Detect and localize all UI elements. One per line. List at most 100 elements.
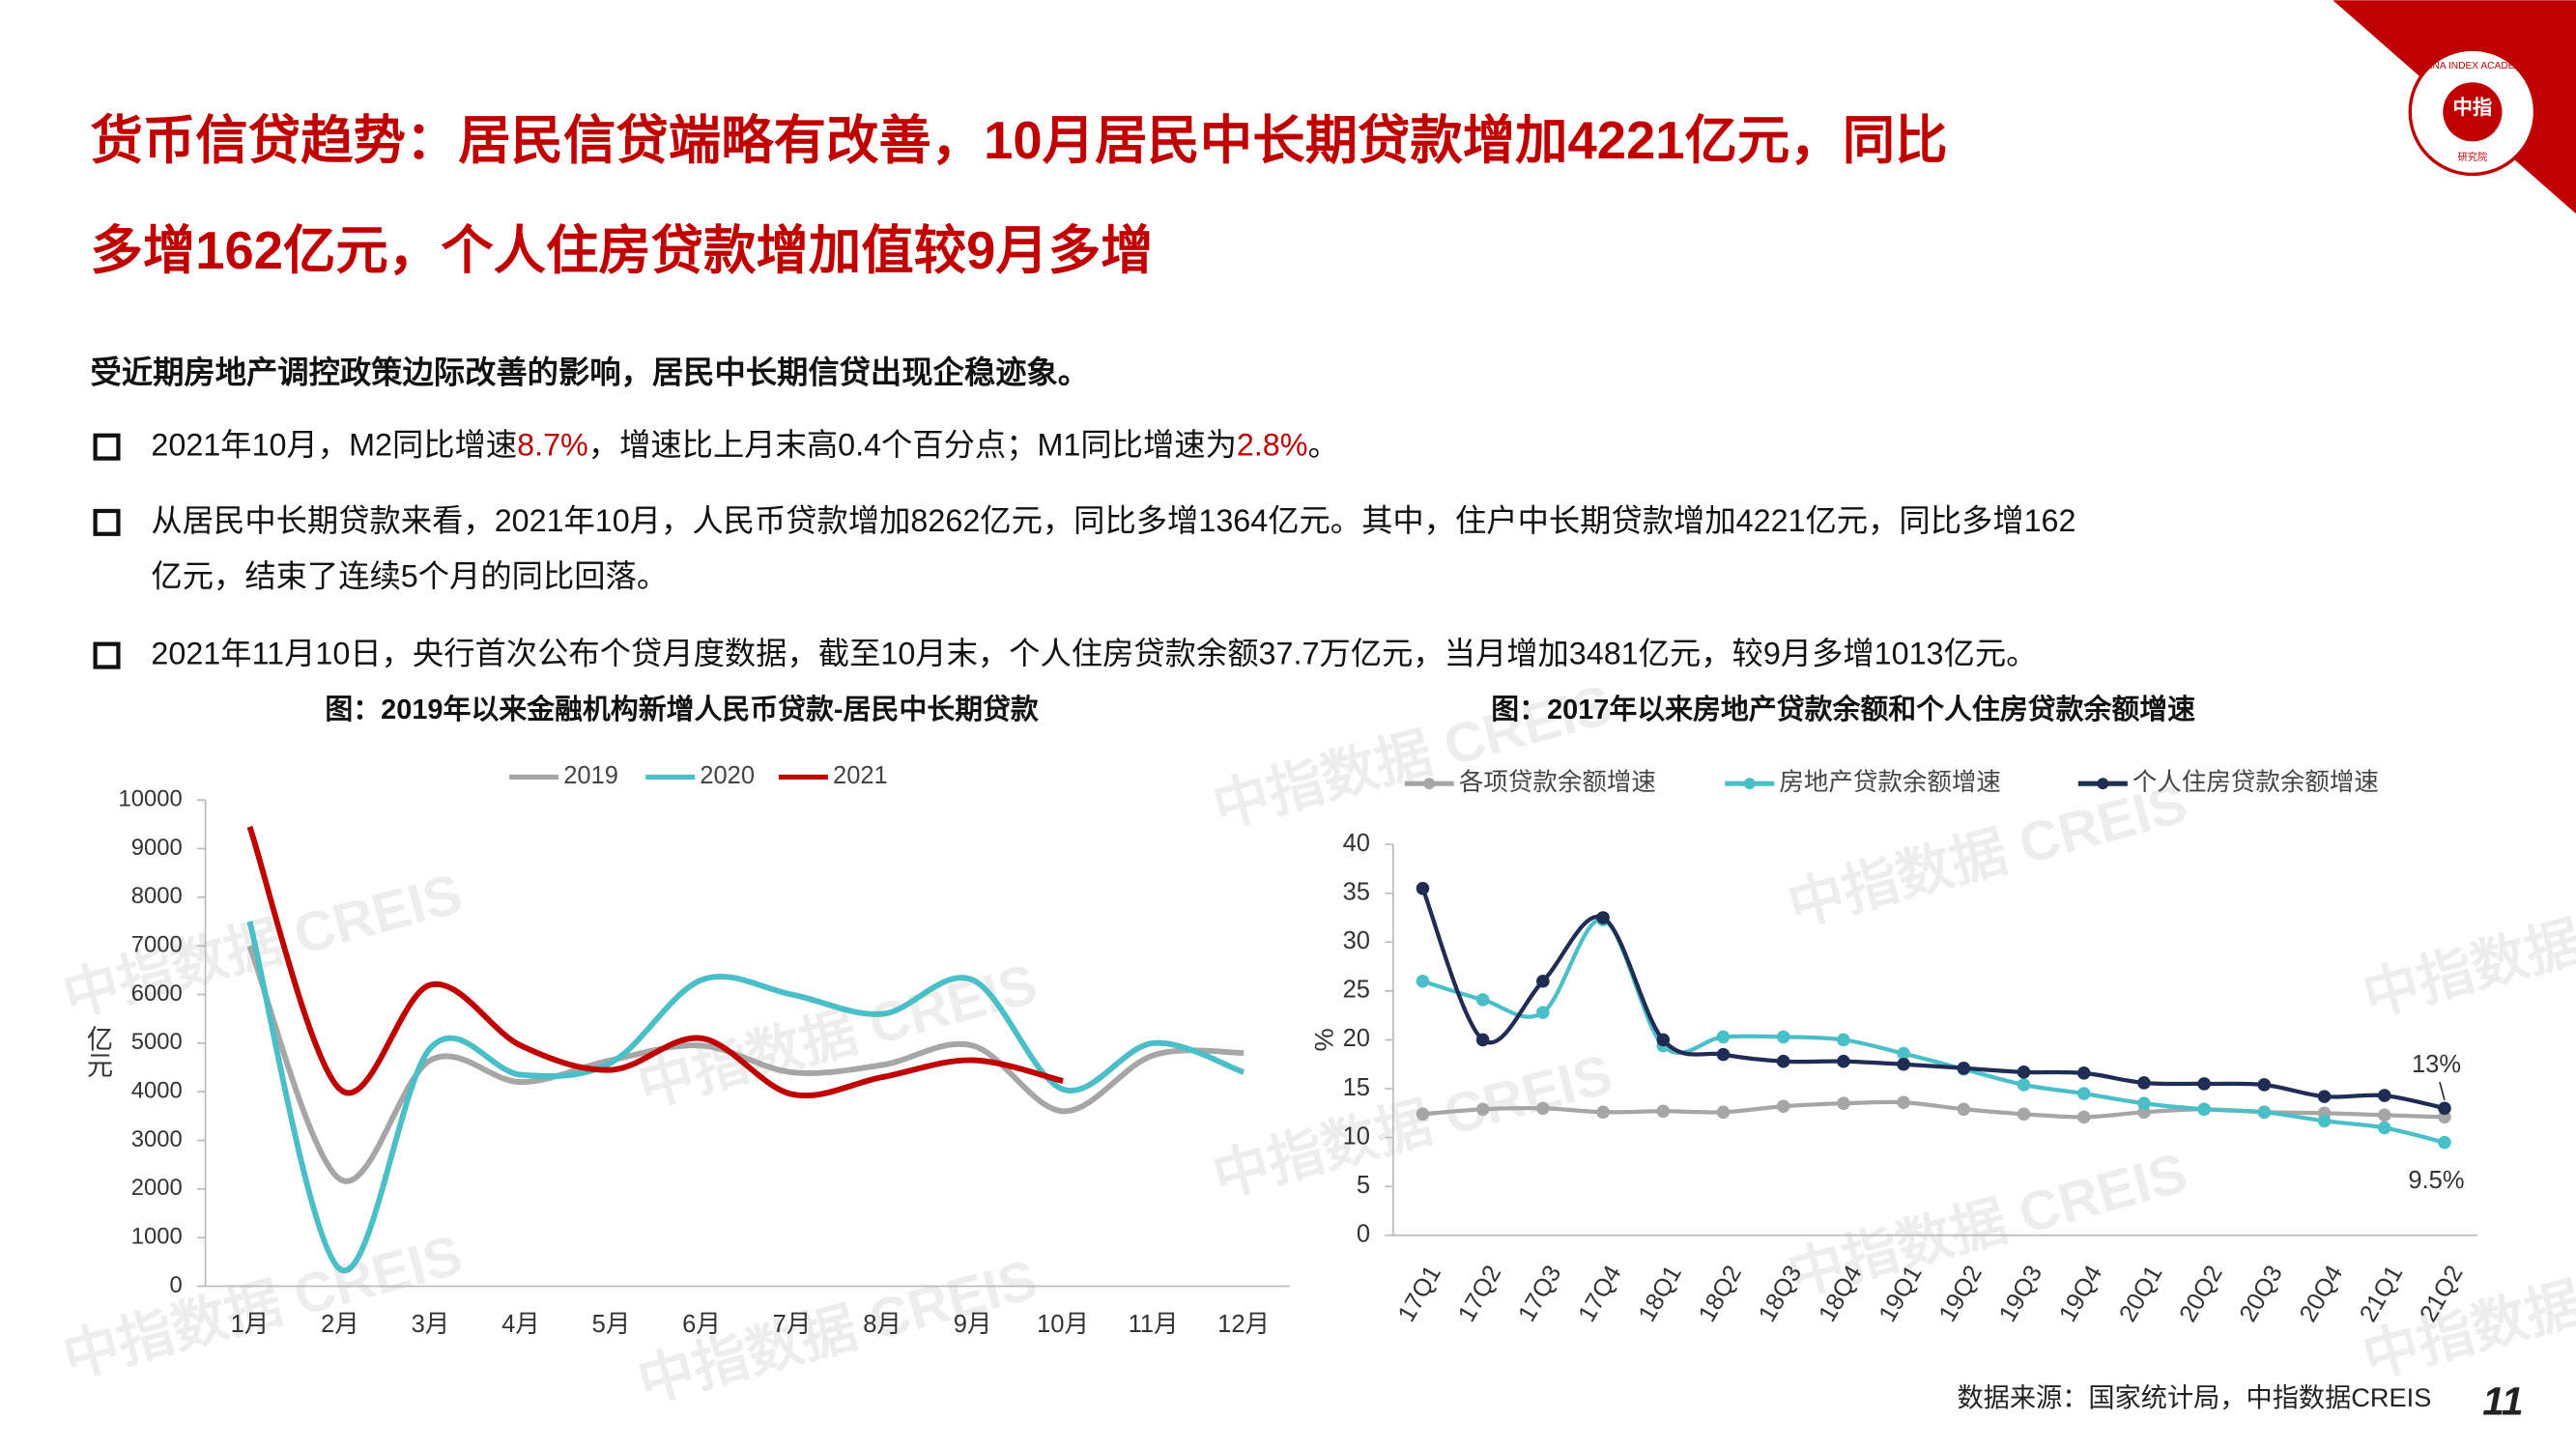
point: [2438, 1135, 2451, 1150]
logo-ring: CHINA INDEX ACADEMY: [2416, 61, 2530, 71]
x-tick-label: 21Q1: [2355, 1261, 2408, 1326]
series-line: [246, 945, 1245, 1184]
legend-marker: [1743, 778, 1756, 790]
point: [1536, 974, 1550, 988]
text-run: 8.7%: [517, 427, 588, 462]
point: [1837, 1033, 1850, 1047]
text-run: 2.8%: [1237, 427, 1308, 462]
point: [1596, 1105, 1610, 1120]
point: [2076, 1110, 2091, 1124]
y-tick-label: 3000: [131, 1126, 183, 1152]
x-tick-label: 2月: [321, 1311, 359, 1338]
point: [2017, 1065, 2031, 1079]
x-tick-label: 9月: [954, 1311, 992, 1338]
text-run: 从居民中长期贷款来看，2021年10月，人民币贷款增加8262亿元，同比多增13…: [151, 502, 2075, 537]
legend-marker: [2097, 778, 2109, 790]
x-tick-label: 8月: [863, 1311, 902, 1338]
x-tick-label: 7月: [773, 1311, 812, 1338]
point: [1656, 1033, 1671, 1047]
y-tick-label: 15: [1343, 1074, 1370, 1101]
y-tick-label: 35: [1343, 878, 1370, 905]
bullet-box: [93, 433, 121, 461]
point: [1416, 881, 1430, 895]
point: [1897, 1057, 1910, 1071]
point: [1776, 1054, 1790, 1068]
bullet-box: [93, 508, 121, 536]
legend-label: 个人住房贷款余额增速: [2132, 769, 2379, 796]
x-tick-label: 19Q3: [1994, 1261, 2047, 1326]
point: [1897, 1095, 1910, 1109]
text-run: 亿元，结束了连续5个月的同比回落。: [151, 558, 668, 593]
point: [2017, 1078, 2031, 1092]
x-tick-label: 18Q2: [1694, 1261, 1747, 1326]
y-tick-label: 10: [1343, 1122, 1370, 1150]
bullet-text: 2021年10月，M2同比增速8.7%，增速比上月末高0.4个百分点；M1同比增…: [151, 427, 1338, 462]
x-tick-label: 6月: [682, 1311, 721, 1338]
point: [1536, 1101, 1550, 1116]
point: [2377, 1121, 2391, 1135]
point: [1416, 974, 1430, 988]
data-label: 13%: [2412, 1051, 2461, 1078]
point: [1716, 1030, 1731, 1044]
text-run: 2021年11月10日，央行首次公布个贷月度数据，截至10月末，个人住房贷款余额…: [151, 636, 2037, 670]
x-tick-label: 1月: [231, 1311, 270, 1338]
point: [1475, 1102, 1490, 1117]
x-tick-label: 17Q3: [1513, 1261, 1566, 1326]
label-leader: [2439, 1081, 2446, 1100]
watermark: 中指数据 CREIS: [1207, 1043, 1618, 1209]
watermark: 中指数据 CREIS: [2357, 1224, 2576, 1390]
point: [1776, 1030, 1790, 1044]
point: [1716, 1105, 1731, 1120]
point: [2317, 1114, 2332, 1128]
legend-label: 2019: [563, 762, 618, 789]
bullet-text: 亿元，结束了连续5个月的同比回落。: [151, 558, 668, 593]
point: [2377, 1108, 2391, 1122]
point: [1536, 1006, 1550, 1019]
logo-core: [2443, 82, 2503, 142]
x-tick-label: 17Q4: [1573, 1261, 1626, 1326]
point: [2076, 1066, 2091, 1080]
chart-title: 图：2017年以来房地产贷款余额和个人住房贷款余额增速: [1491, 694, 2195, 725]
y-tick-label: 0: [169, 1272, 182, 1298]
logo-bottom: 研究院: [2458, 151, 2488, 163]
y-tick-label: 9000: [131, 835, 183, 861]
point: [1897, 1046, 1910, 1061]
watermark: 中指数据 CREIS: [1782, 773, 2193, 939]
x-tick-label: 20Q3: [2235, 1261, 2288, 1326]
y-tick-label: 5: [1357, 1172, 1370, 1199]
point: [2197, 1102, 2211, 1117]
series-line: [246, 825, 1064, 1098]
x-tick-label: 20Q2: [2174, 1261, 2227, 1326]
title-line: 多增162亿元，个人住房贷款增加值较9月多增: [91, 221, 1154, 280]
page-number: 11: [2482, 1379, 2523, 1424]
point: [1837, 1096, 1850, 1111]
x-tick-label: 4月: [501, 1311, 540, 1338]
x-tick-label: 12月: [1217, 1311, 1270, 1338]
y-tick-label: 4000: [131, 1077, 183, 1103]
x-tick-label: 10月: [1037, 1311, 1089, 1338]
title-line: 货币信贷趋势：居民信贷端略有改善，10月居民中长期贷款增加4221亿元，同比: [91, 111, 1948, 170]
point: [1776, 1099, 1790, 1114]
intro: 受近期房地产调控政策边际改善的影响，居民中长期信贷出现企稳迹象。: [91, 355, 1090, 389]
watermark: 中指数据 CREIS: [57, 1224, 469, 1390]
point: [1716, 1047, 1731, 1062]
point: [2317, 1090, 2332, 1103]
point: [2257, 1105, 2272, 1120]
x-tick-label: 19Q2: [1933, 1261, 1987, 1326]
x-tick-label: 3月: [412, 1311, 450, 1338]
point: [1596, 911, 1610, 924]
data-label: 9.5%: [2408, 1167, 2464, 1194]
y-tick-label: 25: [1343, 977, 1370, 1004]
point: [2438, 1101, 2451, 1116]
x-tick-label: 18Q1: [1633, 1261, 1686, 1326]
series-line: [246, 921, 1245, 1274]
point: [1957, 1061, 1971, 1075]
point: [2137, 1096, 2151, 1111]
point: [1957, 1102, 1971, 1117]
watermark: 中指数据 CREIS: [57, 863, 469, 1029]
x-tick-label: 20Q4: [2295, 1261, 2348, 1326]
y-tick-label: 20: [1343, 1025, 1370, 1052]
bullet-text: 从居民中长期贷款来看，2021年10月，人民币贷款增加8262亿元，同比多增13…: [151, 502, 2075, 537]
source: 数据来源：国家统计局，中指数据CREIS: [1957, 1382, 2431, 1412]
